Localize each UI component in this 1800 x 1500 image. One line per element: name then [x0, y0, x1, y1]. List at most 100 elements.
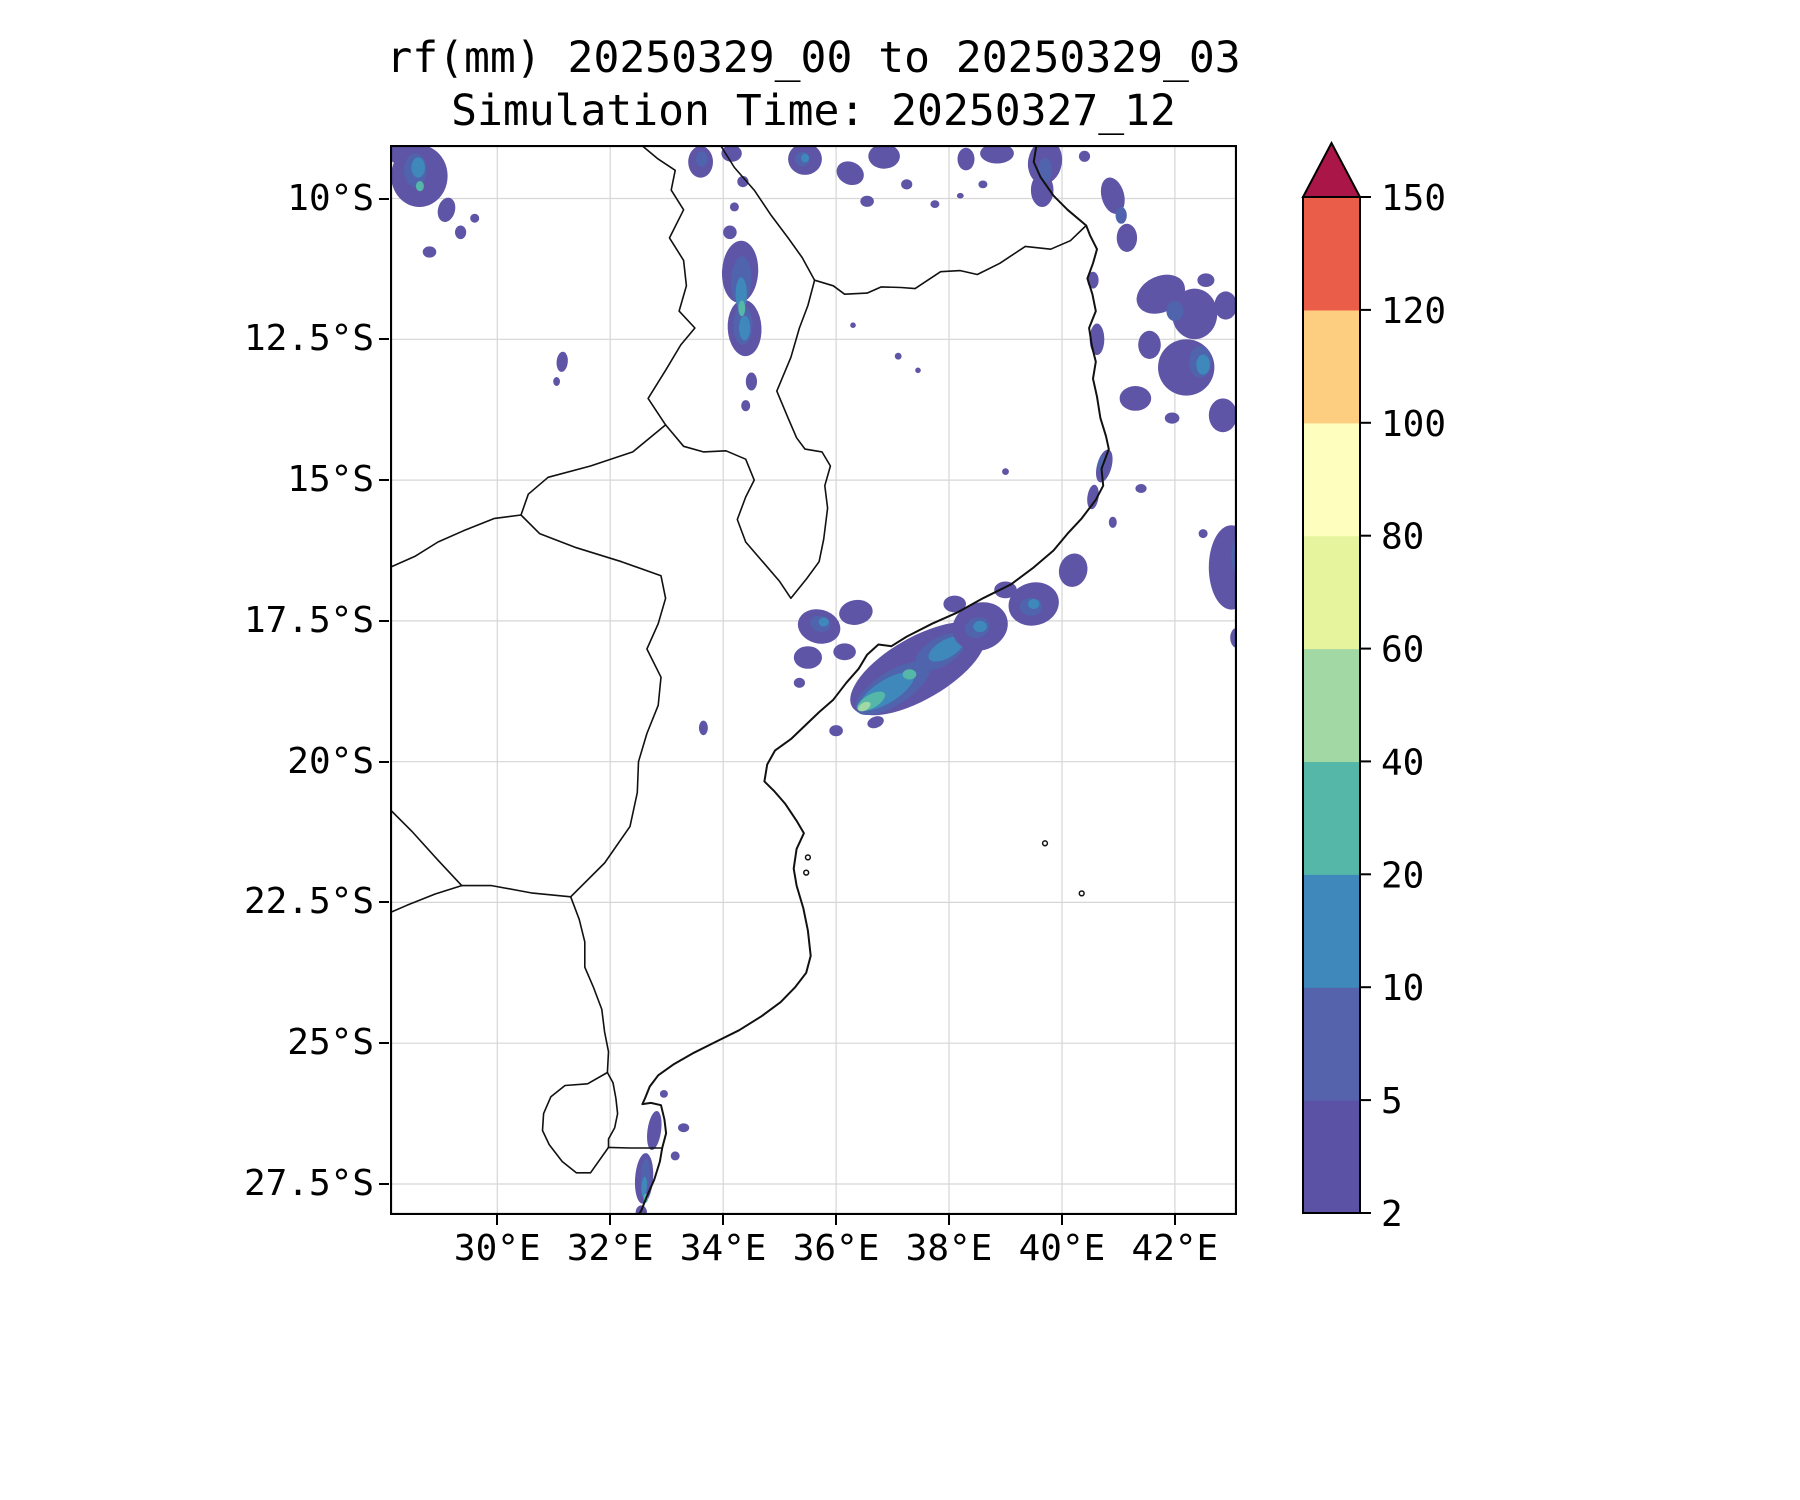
- rain-patch: [1030, 173, 1054, 207]
- rain-patch: [1087, 484, 1099, 510]
- rain-patch: [928, 636, 964, 662]
- x-tick-mark: [948, 1215, 951, 1225]
- country-border: [640, 145, 696, 426]
- x-tick-label: 36°E: [792, 1228, 880, 1269]
- x-tick-label: 38°E: [905, 1228, 993, 1269]
- rain-patch: [858, 701, 871, 712]
- country-border: [460, 884, 572, 898]
- rain-patch: [1096, 449, 1113, 483]
- y-tick-label: 22.5°S: [243, 881, 374, 923]
- rain-patch: [1116, 223, 1138, 252]
- y-tick-label: 27.5°S: [243, 1163, 374, 1205]
- rain-patch: [437, 197, 456, 222]
- rain-patch: [723, 225, 737, 240]
- colorbar-tick-label: 40: [1381, 742, 1424, 783]
- rain-patch: [1172, 288, 1218, 340]
- rain-patch: [556, 351, 568, 372]
- colorbar-tick-label: 5: [1381, 1081, 1403, 1122]
- rain-patch: [470, 213, 480, 223]
- country-border: [520, 424, 667, 516]
- colorbar-segment: [1303, 761, 1360, 875]
- rain-patch: [1119, 386, 1152, 411]
- colorbar: 2 5 10 20 40 60 80 100 120 150: [1301, 140, 1446, 1235]
- rain-patch: [978, 180, 988, 189]
- colorbar-tick-label: 100: [1381, 404, 1446, 445]
- island: [803, 869, 810, 876]
- map-svg: [390, 145, 1237, 1215]
- colorbar-segment: [1303, 422, 1360, 537]
- y-tick-mark: [379, 197, 389, 200]
- country-border: [541, 1071, 610, 1174]
- rain-patch: [1100, 177, 1125, 214]
- x-tick-label: 40°E: [1018, 1228, 1106, 1269]
- rain-patch: [1115, 207, 1127, 224]
- x-tick-label: 32°E: [566, 1228, 654, 1269]
- y-tick-mark: [379, 619, 389, 622]
- rain-patch: [553, 377, 560, 386]
- rain-patch: [930, 200, 940, 208]
- x-tick-label: 34°E: [679, 1228, 767, 1269]
- rain-patch: [850, 322, 856, 328]
- rain-patch: [860, 195, 874, 207]
- rain-patch: [741, 400, 751, 412]
- rain-patch: [829, 725, 843, 737]
- rain-patch: [868, 145, 900, 169]
- colorbar-segment: [1303, 1100, 1360, 1214]
- rain-patch: [1214, 291, 1237, 320]
- rain-patch: [801, 153, 809, 163]
- y-tick-mark: [379, 1183, 389, 1186]
- colorbar-tick-label: 60: [1381, 630, 1424, 671]
- plot-title: rf(mm) 20250329_00 to 20250329_03: [386, 33, 1241, 83]
- rain-patch: [793, 677, 805, 688]
- y-tick-mark: [379, 901, 389, 904]
- rain-patch: [980, 145, 1014, 164]
- rain-patch: [739, 315, 751, 341]
- country-border: [813, 224, 1087, 295]
- rain-patch: [455, 225, 467, 240]
- rain-patch: [1135, 484, 1147, 493]
- rain-patch: [647, 1110, 662, 1151]
- y-tick-label: 15°S: [287, 459, 374, 501]
- colorbar-segment: [1303, 309, 1360, 424]
- country-border: [606, 1071, 619, 1149]
- rain-patch: [915, 367, 921, 374]
- rain-patch: [696, 151, 708, 167]
- colorbar-outline: [1302, 196, 1361, 1214]
- rain-patch: [1197, 273, 1215, 287]
- y-tick-mark: [379, 1042, 389, 1045]
- rain-patch: [698, 720, 708, 736]
- colorbar-segment: [1303, 987, 1360, 1101]
- y-tick-label: 25°S: [287, 1022, 374, 1064]
- rain-patch: [902, 669, 917, 680]
- colorbar-segment: [1303, 874, 1360, 988]
- coastline: [637, 145, 1110, 1215]
- rain-patch: [833, 643, 856, 661]
- y-tick-label: 20°S: [287, 740, 374, 782]
- x-tick-mark: [1060, 1215, 1063, 1225]
- rain-patch: [1164, 412, 1180, 424]
- rain-patch: [956, 192, 964, 199]
- rain-patch: [793, 646, 822, 669]
- rain-patch: [994, 581, 1017, 599]
- y-tick-label: 17.5°S: [243, 599, 374, 641]
- x-tick-mark: [1173, 1215, 1176, 1225]
- rain-patch: [867, 716, 884, 729]
- colorbar-segment: [1303, 535, 1360, 650]
- rain-patch: [678, 1123, 690, 1133]
- y-tick-label: 12.5°S: [243, 318, 374, 360]
- colorbar-over-arrow: [1301, 140, 1362, 198]
- x-tick-mark: [609, 1215, 612, 1225]
- colorbar-segment: [1303, 197, 1360, 311]
- country-border: [664, 279, 832, 600]
- island: [1078, 890, 1085, 897]
- rain-patch: [818, 617, 829, 627]
- plot-subtitle: Simulation Time: 20250327_12: [451, 86, 1176, 136]
- island: [804, 854, 812, 861]
- y-tick-label: 10°S: [287, 177, 374, 219]
- x-tick-mark: [722, 1215, 725, 1225]
- country-border: [569, 896, 610, 1074]
- rain-patch: [1038, 157, 1052, 183]
- rain-patch: [415, 181, 424, 192]
- rain-patch: [1138, 330, 1161, 359]
